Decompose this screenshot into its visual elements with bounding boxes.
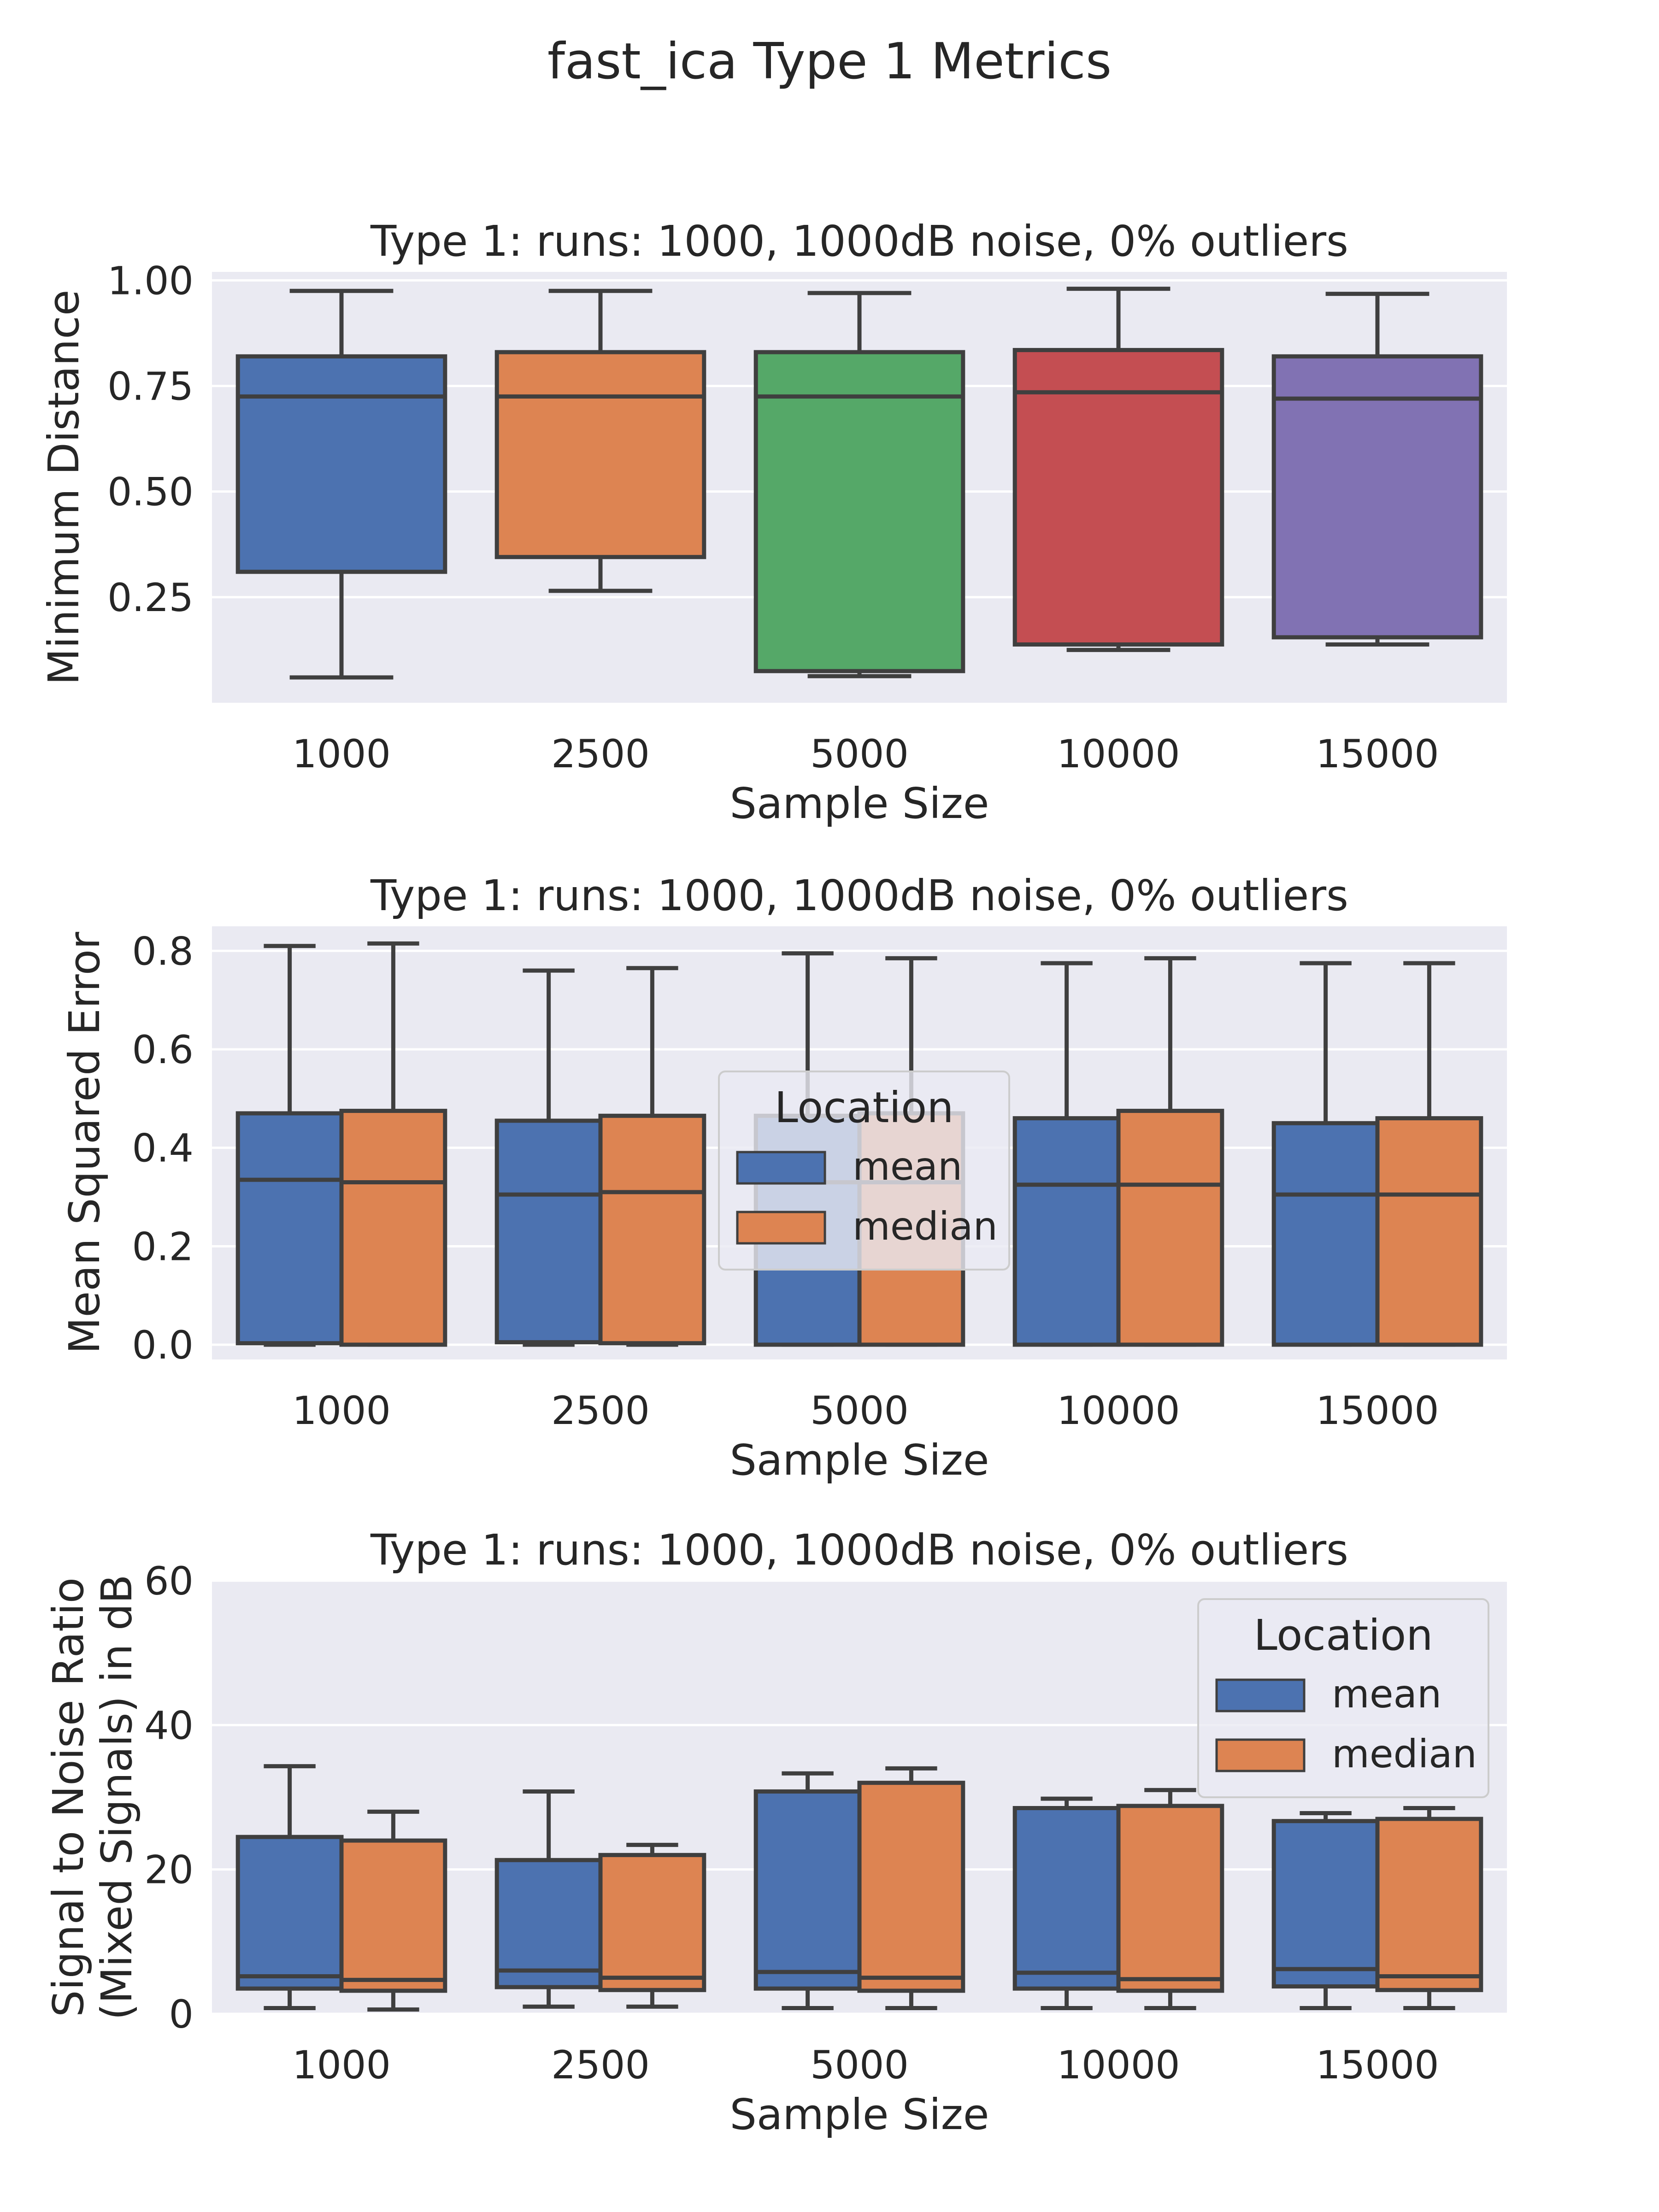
x-tick-label: 15000 [1316, 1388, 1439, 1433]
legend-label-mean: mean [853, 1144, 962, 1189]
legend: Location mean median [718, 1071, 1010, 1271]
box-median-10000 [1116, 956, 1224, 1347]
box-body [1375, 1817, 1483, 1992]
box-body [1271, 354, 1483, 640]
box-series-1000 [235, 288, 447, 680]
box-median-2500 [598, 966, 706, 1347]
x-tick-label: 5000 [810, 1388, 909, 1433]
box-mean-2500 [494, 1789, 603, 2009]
y-tick-label: 0.0 [132, 1323, 194, 1368]
box-body [1012, 1116, 1121, 1347]
box-body [494, 1858, 603, 1989]
box-body [1271, 1819, 1380, 1988]
box-median-2500 [598, 1842, 706, 2009]
y-tick-label: 1.00 [107, 258, 194, 303]
legend-swatch-mean [736, 1151, 826, 1185]
y-tick-label: 0.50 [107, 470, 194, 515]
y-axis-label: Minimum Distance [39, 290, 88, 685]
y-tick-label: 0.2 [132, 1224, 194, 1269]
box-body [494, 1118, 603, 1345]
box-mean-10000 [1012, 1796, 1121, 2010]
box-body [857, 1781, 965, 1993]
box-body [1375, 1116, 1483, 1347]
legend-swatch-mean [1215, 1678, 1306, 1712]
legend-title: Location [774, 1083, 953, 1132]
box-series-2500 [494, 288, 706, 593]
box-series-15000 [1271, 292, 1483, 647]
box-body [1116, 1109, 1224, 1347]
x-tick-label: 5000 [810, 731, 909, 777]
box-body [598, 1113, 706, 1346]
box-body [339, 1109, 447, 1347]
x-tick-label: 5000 [810, 2042, 909, 2088]
box-body [1012, 1806, 1121, 1991]
plots: 0.25 0.50 0.75 1.00 Type 1: runs: 1000, 1000… [39, 217, 1507, 2139]
box-series-10000 [1012, 287, 1224, 652]
x-tick-label: 2500 [551, 2042, 650, 2088]
x-tick-label: 10000 [1057, 2042, 1180, 2088]
y-tick-label: 40 [144, 1703, 194, 1748]
box-body [235, 1835, 344, 1991]
legend-swatch-median [736, 1211, 826, 1245]
box-body [1271, 1121, 1380, 1347]
panel-1: 0.25 0.50 0.75 1.00 Type 1: runs: 1000, 1000… [39, 217, 1507, 828]
y-tick-label: 0.6 [132, 1027, 194, 1072]
legend-label-median: median [1332, 1731, 1477, 1777]
x-tick-label: 15000 [1316, 731, 1439, 777]
box-body [598, 1853, 706, 1992]
y-axis-label: Mean Squared Error [60, 932, 109, 1354]
x-tick-label: 10000 [1057, 1388, 1180, 1433]
box-median-15000 [1375, 1806, 1483, 2010]
box-body [753, 350, 965, 673]
panel-title: Type 1: runs: 1000, 1000dB noise, 0% out… [370, 871, 1348, 920]
x-axis-label: Sample Size [729, 779, 989, 828]
figure-title: fast_ica Type 1 Metrics [547, 33, 1112, 90]
x-tick-label: 1000 [292, 1388, 391, 1433]
box-mean-1000 [235, 1764, 344, 2010]
box-mean-10000 [1012, 961, 1121, 1347]
box-body [235, 1111, 344, 1346]
panel-title: Type 1: runs: 1000, 1000dB noise, 0% out… [370, 1525, 1348, 1575]
y-axis-label: Signal to Noise Ratio(Mixed Signals) in … [44, 1575, 141, 2020]
box-series-5000 [753, 291, 965, 678]
x-tick-label: 15000 [1316, 2042, 1439, 2088]
legend-label-mean: mean [1332, 1671, 1441, 1717]
y-tick-label: 0.4 [132, 1126, 194, 1171]
box-median-5000 [857, 1766, 965, 2010]
box-body [339, 1838, 447, 1993]
box-body [494, 350, 706, 559]
x-axis-label: Sample Size [729, 1435, 989, 1485]
y-tick-label: 0.75 [107, 364, 194, 409]
box-body [1116, 1804, 1224, 1993]
legend-title: Location [1253, 1611, 1433, 1660]
y-tick-label: 20 [144, 1847, 194, 1893]
y-tick-label: 0 [169, 1992, 194, 2037]
x-tick-label: 2500 [551, 1388, 650, 1433]
box-body [1012, 348, 1224, 647]
y-tick-label: 60 [144, 1559, 194, 1604]
box-body [753, 1789, 862, 1991]
x-tick-label: 1000 [292, 2042, 391, 2088]
box-median-15000 [1375, 961, 1483, 1347]
y-tick-label: 0.25 [107, 575, 194, 620]
legend-swatch-median [1215, 1738, 1306, 1772]
box-mean-15000 [1271, 961, 1380, 1347]
box-body [235, 354, 447, 574]
panel-3: 0 20 40 60 Type 1: runs: 1000, 1000dB noise,… [44, 1525, 1507, 2139]
box-median-1000 [339, 1809, 447, 2012]
box-median-1000 [339, 941, 447, 1347]
x-tick-label: 10000 [1057, 731, 1180, 777]
panel-title: Type 1: runs: 1000, 1000dB noise, 0% out… [370, 217, 1348, 266]
box-median-10000 [1116, 1788, 1224, 2010]
x-tick-label: 2500 [551, 731, 650, 777]
x-axis-label: Sample Size [729, 2090, 989, 2139]
x-tick-label: 1000 [292, 731, 391, 777]
box-mean-5000 [753, 1771, 862, 2010]
panel-2: 0.0 0.2 0.4 0.6 0.8 Type 1: runs: 1000, 1000d… [60, 871, 1507, 1485]
legend-label-median: median [853, 1204, 998, 1249]
y-tick-label: 0.8 [132, 929, 194, 974]
box-mean-15000 [1271, 1811, 1380, 2010]
legend: Location mean median [1197, 1598, 1489, 1798]
